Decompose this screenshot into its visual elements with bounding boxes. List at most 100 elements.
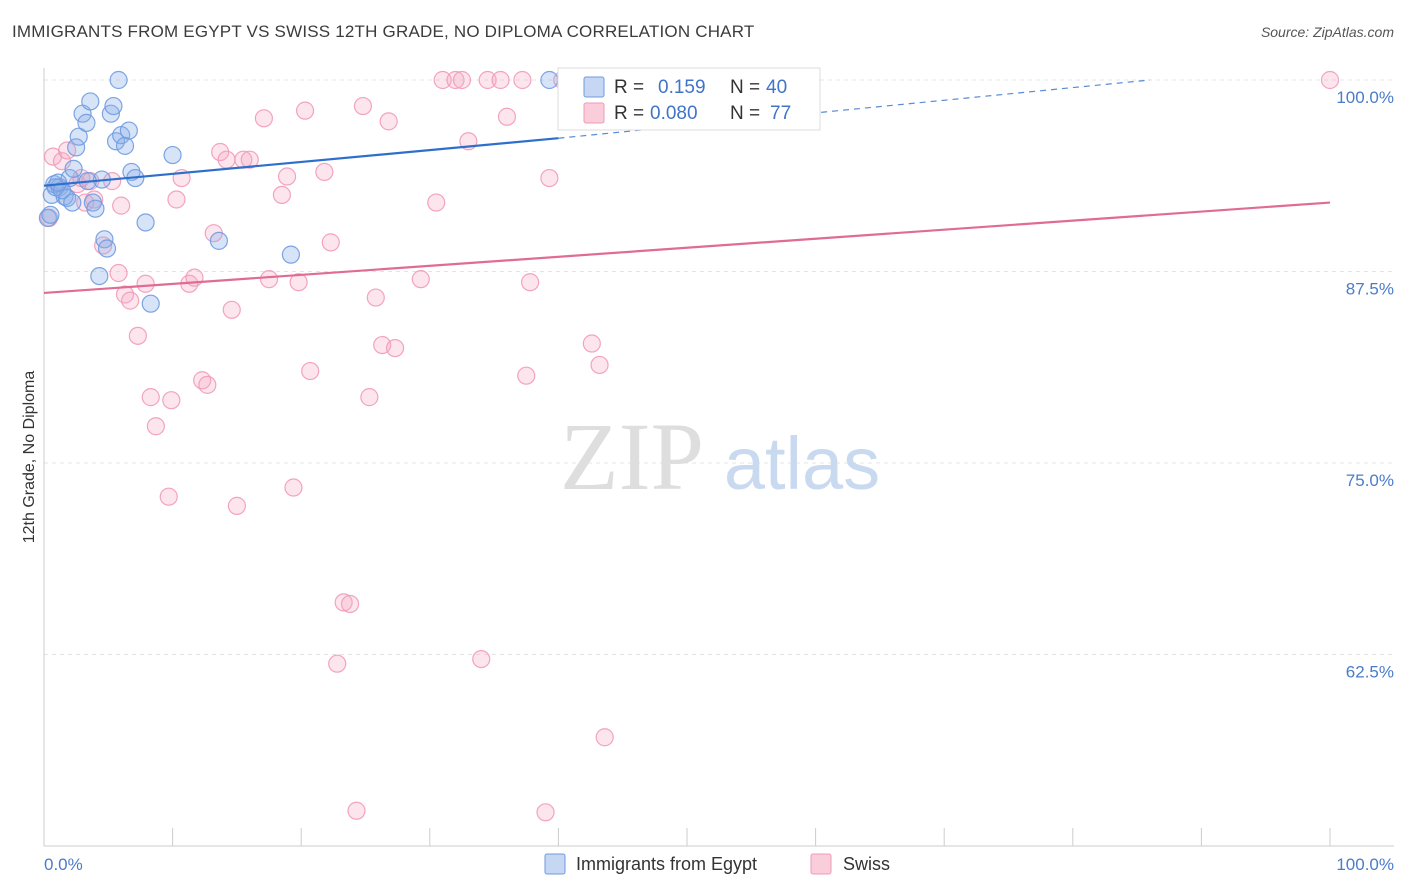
swiss-point bbox=[513, 70, 532, 90]
egypt-point bbox=[86, 199, 105, 218]
chart-source: Source: ZipAtlas.com bbox=[1260, 24, 1394, 40]
egypt-point bbox=[38, 208, 57, 227]
swiss-point bbox=[379, 112, 398, 131]
legend-r-value-swiss: 0.080 bbox=[650, 103, 698, 124]
egypt-point bbox=[115, 136, 135, 155]
swiss-point bbox=[478, 70, 497, 90]
y-tick-label: 75.0% bbox=[1346, 471, 1394, 490]
swiss-point bbox=[517, 366, 536, 385]
egypt-point bbox=[540, 70, 559, 90]
swiss-point bbox=[109, 263, 128, 283]
swiss-point bbox=[222, 300, 241, 319]
legend-r-value-egypt: 0.159 bbox=[658, 77, 706, 98]
swiss-point bbox=[162, 391, 181, 410]
stats-legend: R = 0.159 N = 40 R = 0.080 N = 77 bbox=[557, 67, 821, 131]
swiss-point bbox=[112, 196, 131, 215]
egypt-point bbox=[141, 294, 160, 313]
swiss-point bbox=[385, 339, 405, 358]
egypt-point bbox=[41, 205, 60, 224]
x-tick-label-right: 100.0% bbox=[1336, 855, 1394, 874]
swiss-point bbox=[167, 190, 186, 209]
swiss-point bbox=[328, 654, 347, 673]
egypt-point bbox=[63, 193, 82, 212]
egypt-point bbox=[97, 239, 117, 258]
swiss-point bbox=[289, 273, 308, 292]
x-tick-label-left: 0.0% bbox=[44, 855, 83, 874]
egypt-point bbox=[136, 213, 155, 232]
egypt-point bbox=[209, 231, 228, 250]
swiss-point bbox=[301, 361, 320, 381]
egypt-point bbox=[67, 138, 86, 157]
legend-swatch-swiss bbox=[583, 102, 605, 124]
swiss-point bbox=[433, 70, 452, 90]
swiss-point bbox=[427, 193, 446, 212]
swiss-point bbox=[446, 70, 465, 90]
legend-swatch-egypt bbox=[583, 76, 605, 98]
swiss-point bbox=[360, 388, 379, 407]
swiss-trend-line bbox=[43, 201, 1331, 295]
y-tick-label: 87.5% bbox=[1346, 280, 1394, 299]
swiss-point bbox=[595, 728, 614, 747]
chart-title: IMMIGRANTS FROM EGYPT VS SWISS 12TH GRAD… bbox=[12, 22, 755, 41]
egypt-point bbox=[119, 121, 138, 140]
swiss-point bbox=[295, 101, 315, 120]
swiss-point bbox=[1320, 70, 1340, 90]
swiss-point bbox=[277, 167, 297, 186]
swiss-point bbox=[254, 109, 274, 128]
y-tick-labels: 100.0% 87.5% 75.0% 62.5% bbox=[1336, 88, 1394, 682]
swiss-point bbox=[284, 478, 303, 497]
swiss-point bbox=[321, 233, 340, 252]
swiss-point bbox=[272, 185, 292, 204]
swiss-point bbox=[452, 70, 472, 90]
swiss-point bbox=[536, 803, 555, 822]
series-legend: Immigrants from Egypt Swiss bbox=[544, 853, 890, 875]
egypt-point bbox=[64, 159, 83, 178]
x-axis-ticks bbox=[43, 828, 1331, 846]
swiss-point bbox=[353, 96, 373, 116]
swiss-point bbox=[315, 162, 334, 182]
swiss-point bbox=[540, 168, 559, 188]
swiss-point bbox=[347, 801, 366, 820]
swiss-point bbox=[141, 388, 160, 407]
swiss-point bbox=[128, 326, 147, 345]
swiss-point bbox=[198, 375, 217, 394]
swiss-point bbox=[227, 496, 246, 515]
swiss-point bbox=[497, 107, 517, 126]
swiss-point bbox=[582, 334, 601, 353]
egypt-point bbox=[49, 173, 68, 192]
swiss-point bbox=[590, 355, 609, 375]
legend-n-value-swiss: 77 bbox=[770, 103, 791, 124]
legend-r-label-egypt: R = bbox=[614, 77, 644, 98]
swiss-point bbox=[259, 270, 279, 289]
bottom-legend-swatch-swiss bbox=[810, 853, 832, 875]
swiss-point bbox=[217, 150, 236, 169]
swiss-point bbox=[240, 150, 259, 169]
swiss-point bbox=[159, 487, 178, 506]
swiss-point bbox=[411, 270, 430, 289]
y-tick-label: 62.5% bbox=[1346, 663, 1394, 682]
y-tick-label: 100.0% bbox=[1336, 88, 1394, 107]
swiss-point bbox=[472, 649, 491, 669]
watermark-atlas: atlas bbox=[724, 422, 880, 505]
legend-n-value-egypt: 40 bbox=[766, 77, 787, 98]
swiss-point bbox=[85, 190, 104, 209]
swiss-point bbox=[491, 70, 510, 90]
swiss-point bbox=[121, 291, 140, 310]
bottom-legend-label-egypt: Immigrants from Egypt bbox=[576, 854, 757, 874]
legend-n-label-swiss: N = bbox=[730, 103, 760, 124]
legend-n-label-egypt: N = bbox=[730, 77, 760, 98]
egypt-point bbox=[109, 70, 128, 90]
egypt-trend-line bbox=[43, 137, 559, 187]
swiss-point bbox=[340, 594, 360, 614]
egypt-point bbox=[163, 145, 182, 165]
swiss-point bbox=[146, 417, 165, 436]
swiss-point bbox=[366, 288, 385, 307]
egypt-point bbox=[90, 266, 109, 286]
watermark-zip: ZIP bbox=[560, 403, 704, 510]
bottom-legend-label-swiss: Swiss bbox=[843, 854, 890, 874]
swiss-point bbox=[334, 593, 353, 612]
swiss-point bbox=[521, 273, 540, 292]
swiss-point bbox=[136, 274, 155, 293]
egypt-point bbox=[281, 245, 301, 264]
